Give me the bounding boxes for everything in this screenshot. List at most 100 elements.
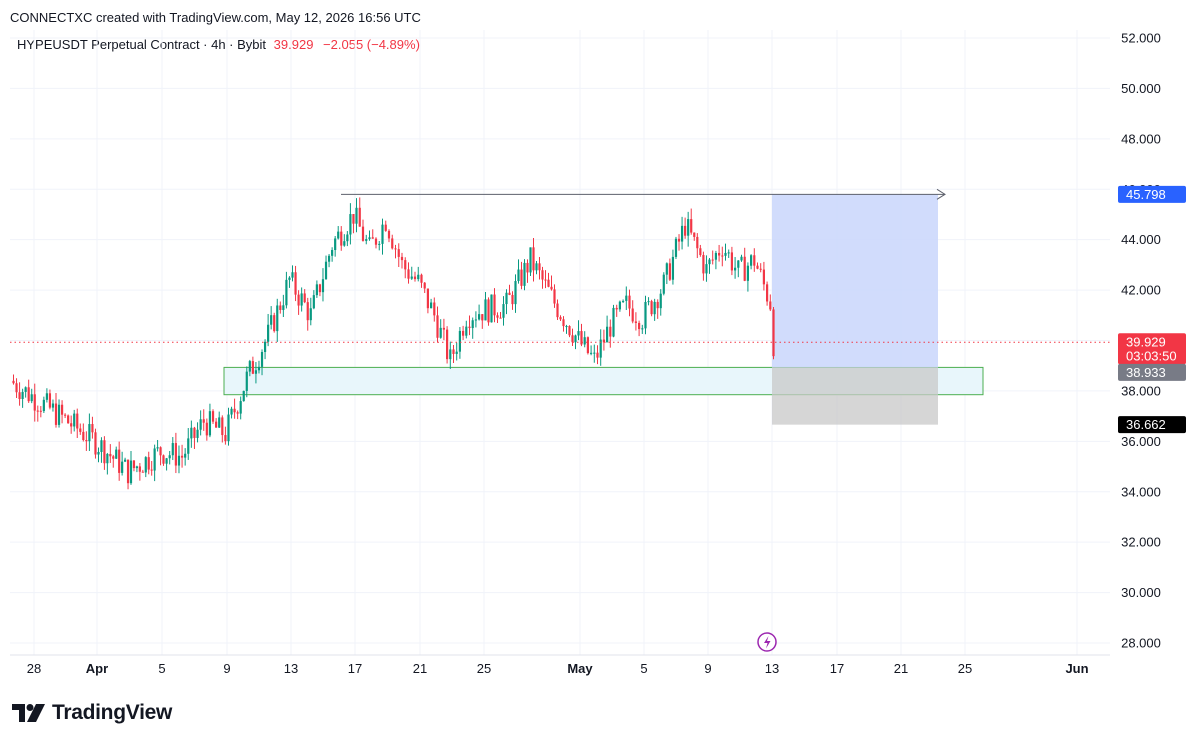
candle-body xyxy=(294,272,297,295)
candle-body xyxy=(580,331,583,345)
candle-body xyxy=(721,255,724,257)
candle-body xyxy=(730,252,733,271)
candle-body xyxy=(628,295,631,309)
candle-body xyxy=(631,308,634,322)
y-tick-label: 30.000 xyxy=(1121,585,1161,600)
candle-body xyxy=(315,284,318,296)
candle-body xyxy=(529,247,532,273)
y-tick-label: 32.000 xyxy=(1121,535,1161,550)
chart-credit: CONNECTXC created with TradingView.com, … xyxy=(10,10,421,25)
candle-body xyxy=(625,295,628,301)
candle-body xyxy=(541,270,544,280)
candle-body xyxy=(184,453,187,458)
candle-body xyxy=(331,250,334,256)
candle-body xyxy=(27,387,30,402)
candle-body xyxy=(97,451,100,455)
candle-body xyxy=(144,457,147,473)
x-tick-label: 28 xyxy=(27,661,41,676)
candle-body xyxy=(205,422,208,436)
candle-body xyxy=(202,419,205,423)
candle-body xyxy=(263,341,267,352)
candle-body xyxy=(508,292,511,295)
countdown-text: 03:03:50 xyxy=(1126,348,1177,363)
candle-body xyxy=(684,225,687,236)
candle-body xyxy=(381,224,384,244)
y-tick-label: 38.000 xyxy=(1121,383,1161,398)
candle-body xyxy=(430,302,433,309)
candle-body xyxy=(193,427,196,438)
candle-body xyxy=(705,264,708,274)
candle-body xyxy=(687,219,690,236)
candle-body xyxy=(230,408,233,415)
x-tick-label: 9 xyxy=(704,661,711,676)
candle-body xyxy=(702,255,705,274)
candle-body xyxy=(303,293,306,303)
candle-body xyxy=(368,237,371,240)
candle-body xyxy=(177,455,181,466)
candle-body xyxy=(57,404,61,425)
candle-body xyxy=(33,394,36,411)
candle-body xyxy=(242,390,245,402)
candle-body xyxy=(465,326,468,336)
candle-body xyxy=(490,294,493,323)
candle-body xyxy=(36,410,39,412)
candle-body xyxy=(659,293,662,309)
candle-body xyxy=(743,256,746,281)
candle-body xyxy=(371,237,374,239)
candle-body xyxy=(474,319,477,321)
candle-body xyxy=(218,417,221,428)
candle-body xyxy=(622,300,625,302)
candle-body xyxy=(45,393,48,400)
candle-body xyxy=(407,269,410,279)
symbol-title: HYPEUSDT Perpetual Contract · 4h · Bybit xyxy=(17,37,267,52)
candle-body xyxy=(615,307,618,310)
candle-body xyxy=(208,411,212,436)
candle-body xyxy=(433,302,436,316)
y-tick-label: 28.000 xyxy=(1121,636,1161,651)
candle-body xyxy=(586,337,589,354)
x-tick-label: 25 xyxy=(958,661,972,676)
target-price-tag xyxy=(1118,185,1186,203)
x-tick-label: Apr xyxy=(86,661,108,676)
x-tick-label: 17 xyxy=(348,661,362,676)
candle-body xyxy=(674,238,678,257)
candle-body xyxy=(556,303,559,318)
candle-body xyxy=(668,263,671,280)
candle-body xyxy=(609,326,612,337)
candle-body xyxy=(458,330,461,352)
tradingview-logo[interactable]: TradingView xyxy=(12,700,172,726)
candle-body xyxy=(103,440,106,464)
candle-body xyxy=(677,238,681,242)
position-zones xyxy=(223,194,984,425)
y-axis: 52.00050.00048.00046.00044.00042.00040.0… xyxy=(1118,31,1186,651)
candle-body xyxy=(487,299,490,323)
candle-body xyxy=(759,268,762,270)
y-tick-label: 48.000 xyxy=(1121,131,1161,146)
candle-body xyxy=(236,412,239,414)
candle-body xyxy=(288,277,291,280)
candle-body xyxy=(520,269,523,286)
candle-body xyxy=(126,459,130,484)
candle-body xyxy=(699,248,702,256)
candle-body xyxy=(568,326,571,336)
candle-body xyxy=(106,453,109,464)
candle-body xyxy=(150,469,153,471)
candle-body xyxy=(82,431,85,440)
candle-body xyxy=(297,294,300,306)
candle-body xyxy=(514,281,517,305)
candle-body xyxy=(135,466,139,469)
candle-body xyxy=(54,403,58,425)
y-tick-label: 42.000 xyxy=(1121,283,1161,298)
candle-body xyxy=(547,279,550,287)
candle-body xyxy=(239,401,242,414)
entry-price-tag xyxy=(1118,363,1186,381)
x-tick-label: 21 xyxy=(413,661,427,676)
candle-body xyxy=(196,429,199,438)
candle-body xyxy=(141,471,144,473)
candle-body xyxy=(318,284,322,293)
candle-body xyxy=(496,315,499,318)
candle-body xyxy=(662,274,665,294)
candle-body xyxy=(346,234,349,242)
flash-icon[interactable] xyxy=(757,632,777,652)
